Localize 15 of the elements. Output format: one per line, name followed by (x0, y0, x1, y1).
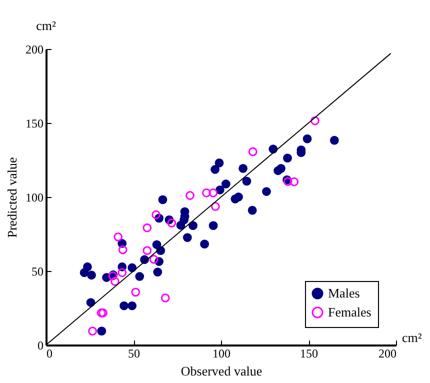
y-tick-label: 150 (26, 116, 44, 130)
x-tick-label: 200 (378, 346, 396, 360)
x-axis-title: Observed value (180, 364, 262, 378)
y-axis-title: Predicted value (4, 157, 20, 238)
x-tick-label: 0 (46, 346, 52, 360)
y-tick-label: 50 (32, 264, 44, 278)
text: cm² (402, 330, 422, 345)
legend-label: Females (328, 304, 372, 320)
x-tick-label: 100 (212, 346, 230, 360)
legend-label: Males (328, 286, 360, 300)
y-tick-label: 100 (26, 190, 44, 204)
x-tick-label: 150 (300, 346, 318, 360)
x-tick-label: 50 (128, 346, 140, 360)
y-tick-label: 200 (26, 42, 44, 56)
text: cm² (36, 18, 56, 33)
